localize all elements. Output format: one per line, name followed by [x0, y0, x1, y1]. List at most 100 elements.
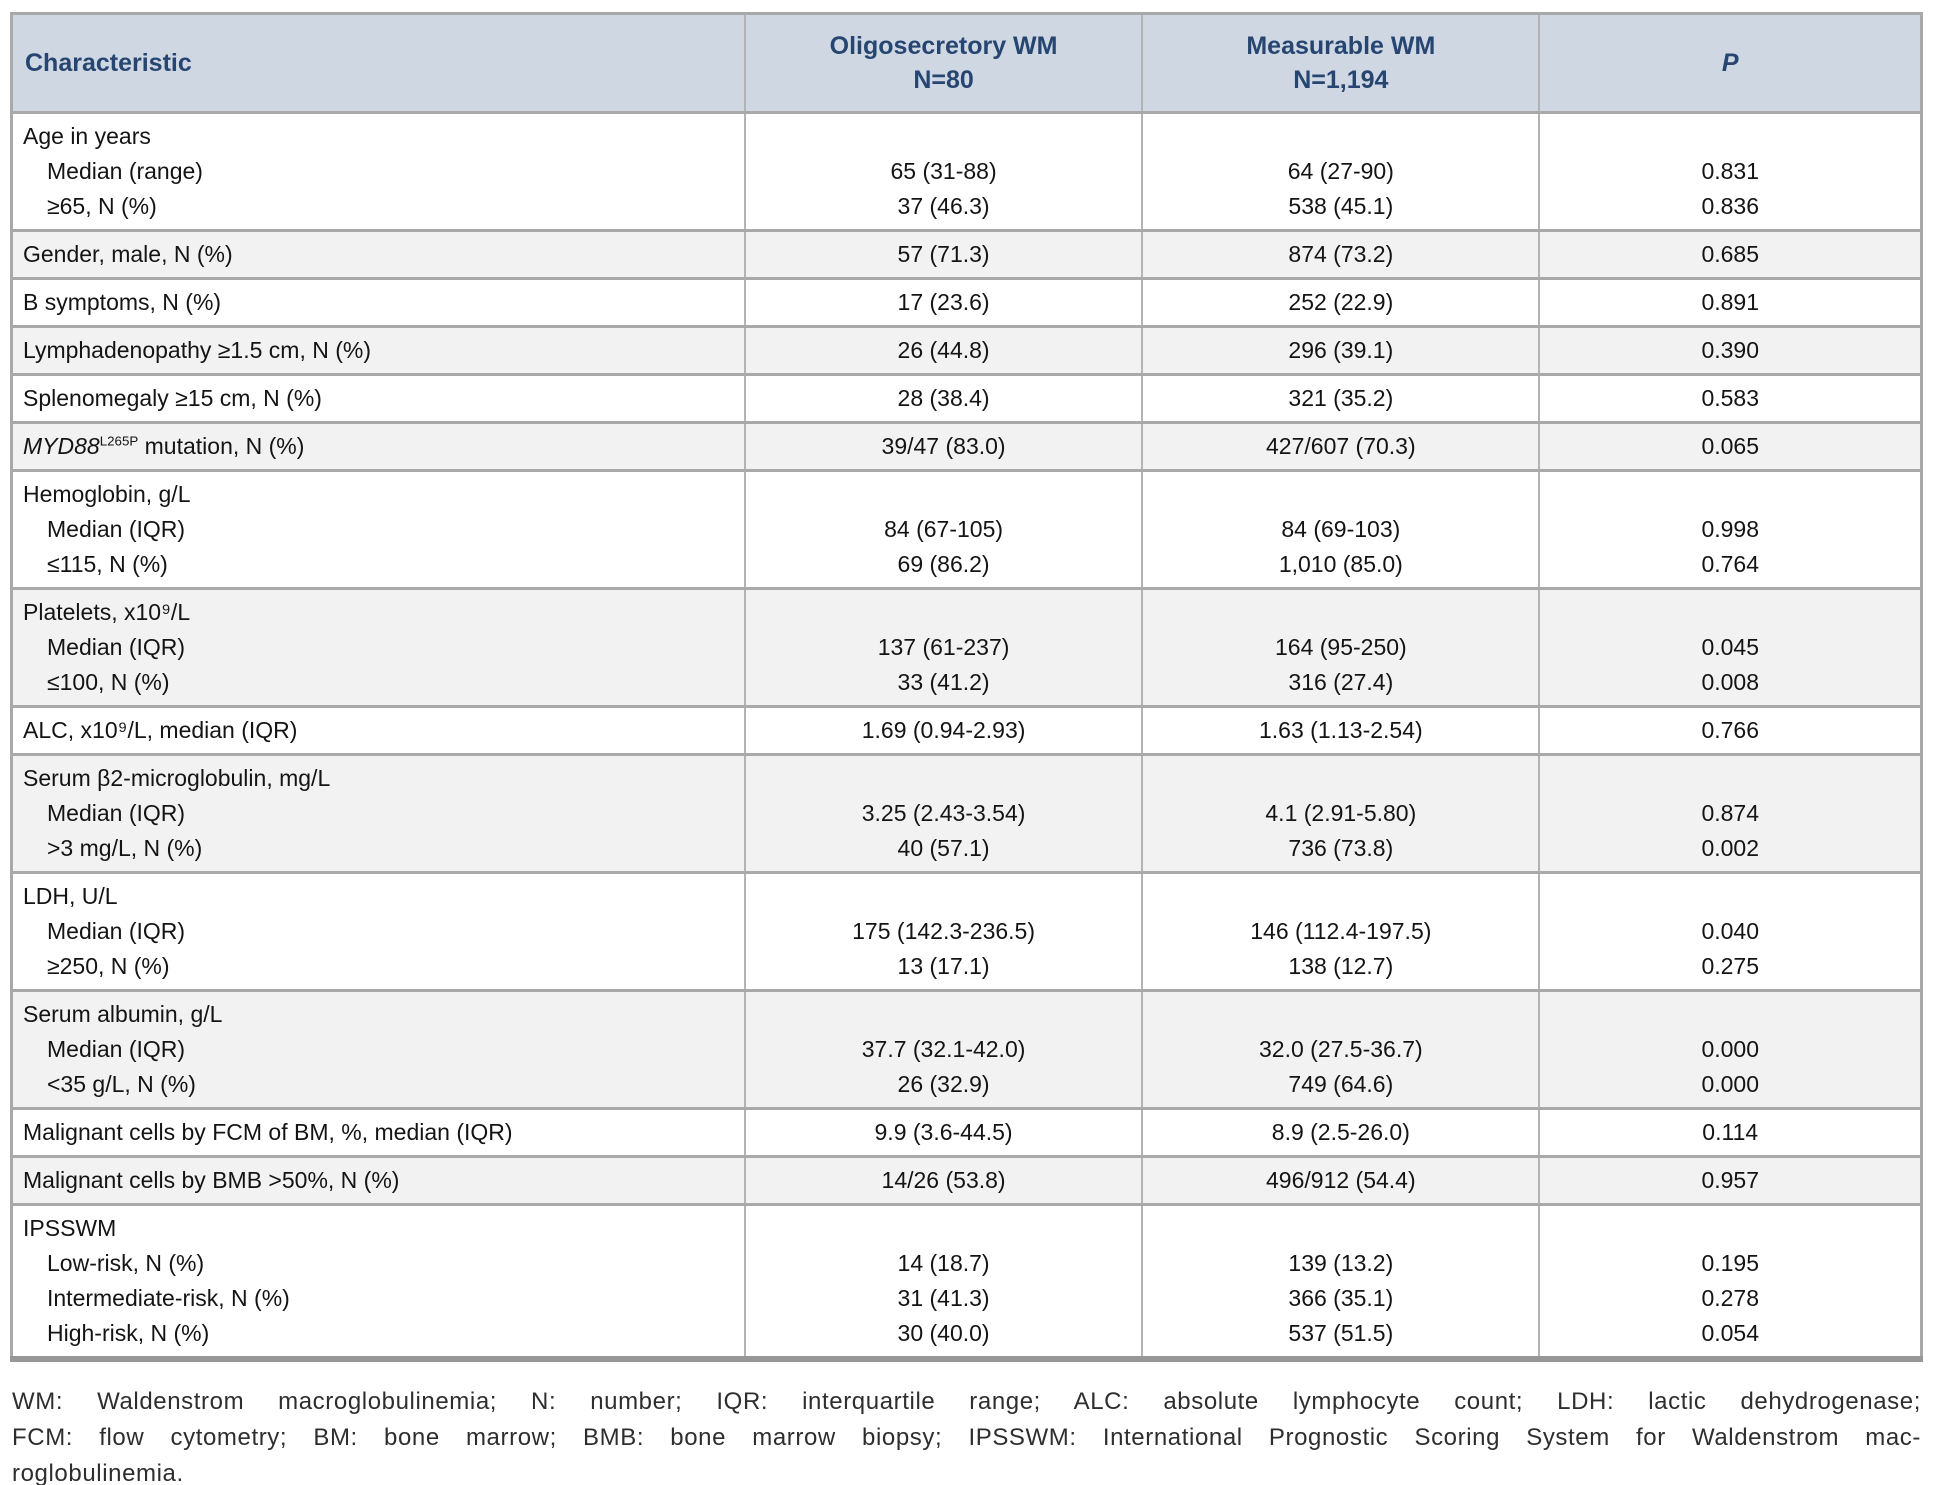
cell-value-line: 749 (64.6) [1288, 1071, 1394, 1097]
oligosecretory-cell: 3.25 (2.43-3.54) 40 (57.1) [743, 753, 1144, 873]
cell-value-line: 0.831 [1701, 158, 1760, 184]
p-value-cell: 0.114 [1538, 1107, 1923, 1157]
cell-value-line: 0.766 [1701, 717, 1760, 743]
column-n-measurable: N=1,194 [1293, 66, 1389, 94]
cell-value-line: 64 (27-90) [1287, 158, 1394, 184]
cell-value-line: 138 (12.7) [1288, 953, 1394, 979]
row-label-line: ≤115, N (%) [47, 551, 168, 577]
cell-value-line: 1.69 (0.94-2.93) [861, 717, 1026, 743]
measurable-cell: 64 (27-90) 538 (45.1) [1141, 111, 1541, 231]
cell-value-line: 1,010 (85.0) [1278, 551, 1403, 577]
cell-value-line: 496/912 (54.4) [1266, 1167, 1416, 1193]
cell-value-line: 0.275 [1701, 953, 1760, 979]
row-label-line: Median (IQR) [47, 918, 186, 944]
row-label-line: >3 mg/L, N (%) [47, 835, 203, 861]
characteristic-cell: Serum β2-microglobulin, mg/L Median (IQR)… [10, 753, 746, 873]
characteristic-cell: Age in years Median (range) ≥65, N (%) [10, 111, 746, 231]
oligosecretory-cell: 57 (71.3) [743, 229, 1144, 279]
p-value-cell: 0.685 [1538, 229, 1923, 279]
cell-value-line: 0.002 [1701, 835, 1760, 861]
table-header: Characteristic Oligosecretory WM N=80 Me… [10, 13, 1923, 114]
characteristic-cell: IPSSWM Low-risk, N (%) Intermediate-risk, … [10, 1203, 746, 1359]
cell-value-line: 427/607 (70.3) [1266, 433, 1416, 459]
cell-value-line [746, 761, 1141, 796]
row-label-line: <35 g/L, N (%) [47, 1071, 196, 1097]
cell-value-line: 57 (71.3) [897, 241, 990, 267]
cell-value-line: 14 (18.7) [897, 1250, 990, 1276]
cell-value-line: 0.114 [1702, 1119, 1759, 1145]
cell-value-line [1540, 119, 1920, 154]
measurable-cell: 1.63 (1.13-2.54) [1141, 705, 1541, 755]
characteristics-table: Characteristic Oligosecretory WM N=80 Me… [10, 12, 1923, 1362]
characteristic-cell: Malignant cells by FCM of BM, %, median … [10, 1107, 746, 1157]
cell-value-line [746, 595, 1141, 630]
oligosecretory-cell: 65 (31-88) 37 (46.3) [743, 111, 1144, 231]
measurable-cell: 252 (22.9) [1141, 277, 1541, 327]
row-label-line: Median (IQR) [47, 516, 186, 542]
cell-value-line [746, 119, 1141, 154]
cell-value-line: 39/47 (83.0) [881, 433, 1006, 459]
cell-value-line [1143, 595, 1538, 630]
column-n-oligosecretory: N=80 [913, 66, 974, 94]
cell-value-line: 84 (69-103) [1281, 516, 1401, 542]
characteristic-cell: MYD88L265P mutation, N (%) [10, 421, 746, 471]
cell-value-line: 14/26 (53.8) [881, 1167, 1006, 1193]
cell-value-line: 252 (22.9) [1288, 289, 1394, 315]
row-label-line: Low-risk, N (%) [47, 1250, 205, 1276]
cell-value-line [1540, 761, 1920, 796]
oligosecretory-cell: 9.9 (3.6-44.5) [743, 1107, 1144, 1157]
table-row: Malignant cells by BMB >50%, N (%) 14/26 … [10, 1155, 1923, 1205]
cell-value-line: 736 (73.8) [1288, 835, 1394, 861]
characteristic-cell: Platelets, x10⁹/L Median (IQR) ≤100, N (%) [10, 587, 746, 707]
oligosecretory-cell: 84 (67-105) 69 (86.2) [743, 469, 1144, 589]
oligosecretory-cell: 39/47 (83.0) [743, 421, 1144, 471]
characteristic-cell: B symptoms, N (%) [10, 277, 746, 327]
cell-value-line: 0.836 [1701, 193, 1760, 219]
cell-value-line: 0.045 [1701, 634, 1760, 660]
row-label-line: B symptoms, N (%) [23, 289, 222, 315]
row-label-line: LDH, U/L [23, 883, 118, 909]
table-body: Age in years Median (range) ≥65, N (%) 65 (… [10, 111, 1923, 1359]
row-label-line: Malignant cells by FCM of BM, %, median … [23, 1119, 513, 1145]
table-row: IPSSWM Low-risk, N (%) Intermediate-risk, … [10, 1203, 1923, 1359]
row-label-line: Platelets, x10⁹/L [23, 599, 191, 625]
p-value-cell: 0.195 0.278 0.054 [1538, 1203, 1923, 1359]
table-row: MYD88L265P mutation, N (%) 39/47 (83.0) 42… [10, 421, 1923, 471]
measurable-cell: 84 (69-103) 1,010 (85.0) [1141, 469, 1541, 589]
characteristic-cell: LDH, U/L Median (IQR) ≥250, N (%) [10, 871, 746, 991]
measurable-cell: 8.9 (2.5-26.0) [1141, 1107, 1541, 1157]
cell-value-line: 0.040 [1701, 918, 1760, 944]
measurable-cell: 296 (39.1) [1141, 325, 1541, 375]
cell-value-line: 0.583 [1701, 385, 1760, 411]
p-value-cell: 0.065 [1538, 421, 1923, 471]
cell-value-line [746, 997, 1141, 1032]
oligosecretory-cell: 175 (142.3-236.5) 13 (17.1) [743, 871, 1144, 991]
row-label-line: Median (range) [47, 158, 203, 184]
characteristic-cell: Gender, male, N (%) [10, 229, 746, 279]
cell-value-line [1540, 997, 1920, 1032]
cell-value-line [746, 1211, 1141, 1246]
cell-value-line: 0.065 [1701, 433, 1760, 459]
cell-value-line: 538 (45.1) [1288, 193, 1394, 219]
cell-value-line [1143, 477, 1538, 512]
cell-value-line: 33 (41.2) [897, 669, 990, 695]
row-label-line: Median (IQR) [47, 800, 186, 826]
cell-value-line: 37.7 (32.1-42.0) [861, 1036, 1026, 1062]
row-label-line: ≥250, N (%) [47, 953, 170, 979]
column-header-oligosecretory: Oligosecretory WM N=80 [743, 13, 1144, 114]
cell-value-line: 0.278 [1701, 1285, 1760, 1311]
row-label-line: Malignant cells by BMB >50%, N (%) [23, 1167, 400, 1193]
cell-value-line: 0.998 [1701, 516, 1760, 542]
p-value-cell: 0.390 [1538, 325, 1923, 375]
cell-value-line: 17 (23.6) [897, 289, 990, 315]
cell-value-line: 0.000 [1701, 1036, 1760, 1062]
row-label-line: MYD88L265P mutation, N (%) [23, 433, 305, 459]
table-row: Platelets, x10⁹/L Median (IQR) ≤100, N (%)… [10, 587, 1923, 707]
row-label-line: Gender, male, N (%) [23, 241, 233, 267]
cell-value-line [1540, 477, 1920, 512]
cell-value-line: 3.25 (2.43-3.54) [861, 800, 1026, 826]
cell-value-line: 32.0 (27.5-36.7) [1259, 1036, 1423, 1062]
table-row: B symptoms, N (%) 17 (23.6) 252 (22.9) 0.89… [10, 277, 1923, 327]
p-value-cell: 0.998 0.764 [1538, 469, 1923, 589]
measurable-cell: 4.1 (2.91-5.80) 736 (73.8) [1141, 753, 1541, 873]
